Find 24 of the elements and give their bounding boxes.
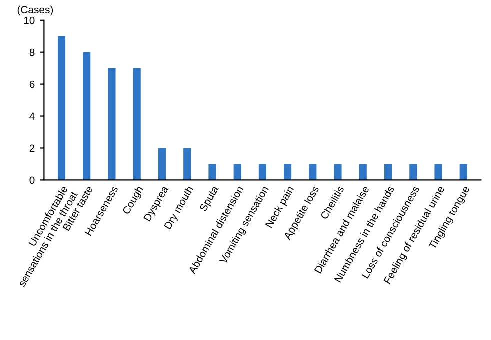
bar xyxy=(83,52,91,180)
bar xyxy=(460,164,468,180)
y-tick-label: 8 xyxy=(30,48,35,56)
bar xyxy=(108,68,116,180)
bar xyxy=(258,164,266,180)
y-tick-label: 2 xyxy=(30,144,35,152)
bar xyxy=(410,164,418,180)
bar xyxy=(334,164,342,180)
y-tick-label: 6 xyxy=(30,80,35,88)
bar xyxy=(384,164,392,180)
bar xyxy=(284,164,292,180)
bar xyxy=(208,164,216,180)
y-tick-label: 10 xyxy=(24,16,35,24)
bar xyxy=(234,164,242,180)
bar xyxy=(434,164,442,180)
y-axis-title: (Cases) xyxy=(18,6,54,16)
bar xyxy=(184,148,192,180)
y-tick-label: 4 xyxy=(30,112,35,120)
bar xyxy=(58,36,66,180)
bar xyxy=(133,68,141,180)
bar xyxy=(158,148,166,180)
bar xyxy=(309,164,317,180)
bar xyxy=(359,164,367,180)
y-tick-label: 0 xyxy=(30,176,35,184)
